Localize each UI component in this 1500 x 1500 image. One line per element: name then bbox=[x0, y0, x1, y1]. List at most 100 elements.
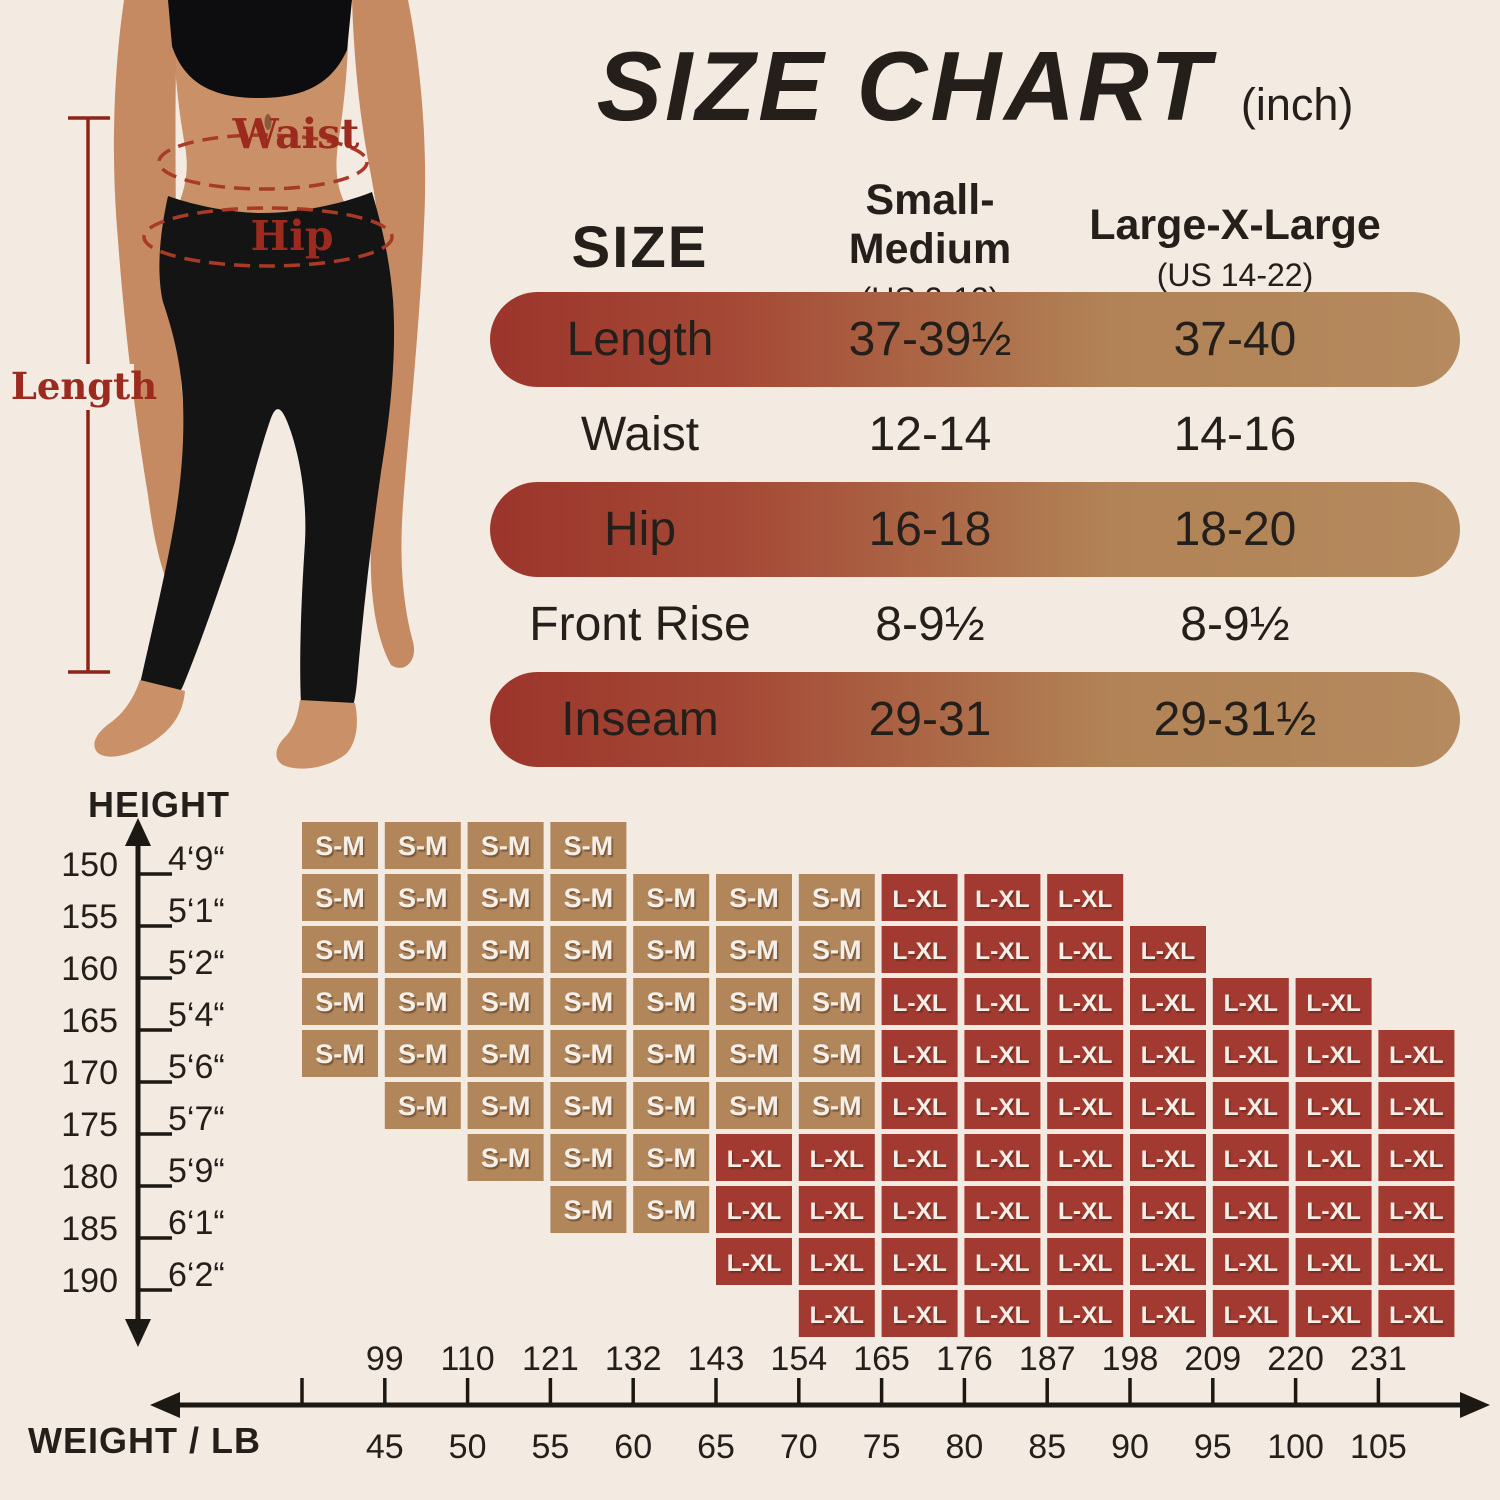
grid-cell-lxl bbox=[1047, 978, 1124, 1025]
grid-cell-lxl bbox=[1130, 978, 1206, 1025]
weight-label-kg: 100 bbox=[1267, 1428, 1324, 1466]
grid-cell-sm bbox=[550, 1082, 627, 1129]
weight-label-lb: 154 bbox=[770, 1340, 827, 1378]
grid-cell-lxl bbox=[1378, 1134, 1455, 1181]
weight-label-lb: 187 bbox=[1019, 1340, 1076, 1378]
grid-cell-label: L-XL bbox=[975, 886, 1029, 913]
grid-cell-label: L-XL bbox=[1141, 1042, 1195, 1069]
grid-cell-lxl bbox=[881, 926, 958, 973]
height-label-ft: 5‘6“ bbox=[168, 1048, 225, 1086]
grid-cell-label: L-XL bbox=[1389, 1146, 1443, 1173]
height-axis-top-arrow bbox=[125, 818, 151, 846]
grid-cell-label: S-M bbox=[812, 935, 862, 965]
value-large-xlarge: 18-20 bbox=[1173, 503, 1297, 556]
grid-cell-label: S-M bbox=[646, 1195, 696, 1225]
grid-cell-label: L-XL bbox=[892, 1042, 946, 1069]
grid-cell-label: L-XL bbox=[1389, 1042, 1443, 1069]
grid-cell-lxl bbox=[1295, 1134, 1372, 1181]
grid-cell-label: S-M bbox=[646, 935, 696, 965]
grid-cell-lxl bbox=[1212, 978, 1289, 1025]
grid-cell-label: S-M bbox=[729, 883, 779, 913]
grid-cell-label: L-XL bbox=[1389, 1302, 1443, 1329]
grid-cell-lxl bbox=[1047, 926, 1124, 973]
grid-cell-label: L-XL bbox=[1306, 1302, 1360, 1329]
grid-cell-lxl bbox=[1130, 1238, 1206, 1285]
grid-cell-label: L-XL bbox=[892, 990, 946, 1017]
grid-cell-lxl bbox=[881, 1238, 958, 1285]
grid-cell-label: S-M bbox=[729, 1039, 779, 1069]
grid-cell-lxl bbox=[798, 1186, 875, 1233]
grid-cell-sm bbox=[467, 926, 544, 973]
grid-cell-sm bbox=[302, 978, 378, 1025]
grid-cell-sm bbox=[467, 1134, 544, 1181]
waist-measure-ellipse bbox=[157, 133, 369, 191]
grid-cell-label: L-XL bbox=[1224, 990, 1278, 1017]
grid-cell-label: L-XL bbox=[1306, 1146, 1360, 1173]
grid-cell-lxl bbox=[1047, 874, 1124, 921]
header-large-xlarge-sub: (US 14-22) bbox=[1156, 256, 1314, 293]
height-label-cm: 155 bbox=[61, 898, 118, 936]
grid-cell-label: L-XL bbox=[1058, 886, 1112, 913]
grid-cell-lxl bbox=[1295, 978, 1372, 1025]
size-table-row: Inseam 29-31 29-31½ bbox=[490, 672, 1460, 767]
grid-cell-lxl bbox=[1378, 1082, 1455, 1129]
grid-cell-sm bbox=[467, 978, 544, 1025]
model-navel bbox=[264, 114, 272, 130]
grid-cell-sm bbox=[633, 926, 710, 973]
grid-cell-lxl bbox=[1212, 1290, 1289, 1337]
grid-cell-sm bbox=[633, 1030, 710, 1077]
grid-cell-lxl bbox=[964, 1238, 1041, 1285]
grid-cell-lxl bbox=[964, 1082, 1041, 1129]
height-label-cm: 190 bbox=[61, 1262, 118, 1300]
grid-cell-label: L-XL bbox=[1224, 1250, 1278, 1277]
grid-cell-label: L-XL bbox=[1058, 1302, 1112, 1329]
grid-cell-lxl bbox=[1212, 1186, 1289, 1233]
grid-cell-label: L-XL bbox=[975, 1198, 1029, 1225]
height-label-cm: 175 bbox=[61, 1106, 118, 1144]
grid-cell-label: L-XL bbox=[1141, 1302, 1195, 1329]
grid-cell-label: L-XL bbox=[1141, 1146, 1195, 1173]
grid-cell-lxl bbox=[964, 1030, 1041, 1077]
grid-cell-label: L-XL bbox=[1141, 1198, 1195, 1225]
height-label-ft: 5‘7“ bbox=[168, 1100, 225, 1138]
row-label: Waist bbox=[580, 408, 700, 461]
grid-cell-lxl bbox=[964, 874, 1041, 921]
weight-label-lb: 165 bbox=[853, 1340, 910, 1378]
grid-cell-lxl bbox=[1378, 1186, 1455, 1233]
grid-cell-sm bbox=[384, 1082, 461, 1129]
grid-cell-label: S-M bbox=[315, 831, 365, 861]
grid-cell-lxl bbox=[1130, 1290, 1206, 1337]
grid-cell-label: L-XL bbox=[1389, 1094, 1443, 1121]
grid-cell-sm bbox=[550, 1134, 627, 1181]
value-large-xlarge: 29-31½ bbox=[1153, 693, 1317, 746]
grid-cell-label: S-M bbox=[812, 1091, 862, 1121]
grid-cell-label: L-XL bbox=[1058, 1146, 1112, 1173]
hip-measure-ellipse bbox=[142, 206, 394, 268]
row-label: Inseam bbox=[561, 693, 719, 746]
row-label: Front Rise bbox=[529, 598, 751, 651]
grid-cell-lxl bbox=[964, 978, 1041, 1025]
grid-cell-label: L-XL bbox=[727, 1250, 781, 1277]
weight-label-kg: 85 bbox=[1028, 1428, 1066, 1466]
grid-cell-label: S-M bbox=[398, 935, 448, 965]
weight-label-kg: 50 bbox=[449, 1428, 487, 1466]
grid-cell-sm bbox=[798, 1030, 875, 1077]
grid-cell-lxl bbox=[1130, 926, 1206, 973]
grid-cell-label: S-M bbox=[812, 1039, 862, 1069]
height-label-cm: 185 bbox=[61, 1210, 118, 1248]
title-unit: (inch) bbox=[1240, 79, 1354, 130]
model-right-foot bbox=[276, 700, 357, 769]
grid-cell-lxl bbox=[1295, 1290, 1372, 1337]
grid-cell-label: L-XL bbox=[1141, 990, 1195, 1017]
grid-cell-label: L-XL bbox=[1141, 1094, 1195, 1121]
grid-cell-label: S-M bbox=[315, 987, 365, 1017]
grid-cell-label: S-M bbox=[398, 1091, 448, 1121]
grid-cell-label: S-M bbox=[729, 987, 779, 1017]
grid-cell-label: S-M bbox=[646, 1039, 696, 1069]
height-label-cm: 160 bbox=[61, 950, 118, 988]
grid-cell-label: L-XL bbox=[1058, 1250, 1112, 1277]
size-map-cells bbox=[302, 822, 1455, 1337]
height-label-cm: 180 bbox=[61, 1158, 118, 1196]
grid-cell-label: L-XL bbox=[727, 1198, 781, 1225]
page-title: SIZE CHART bbox=[596, 31, 1213, 141]
